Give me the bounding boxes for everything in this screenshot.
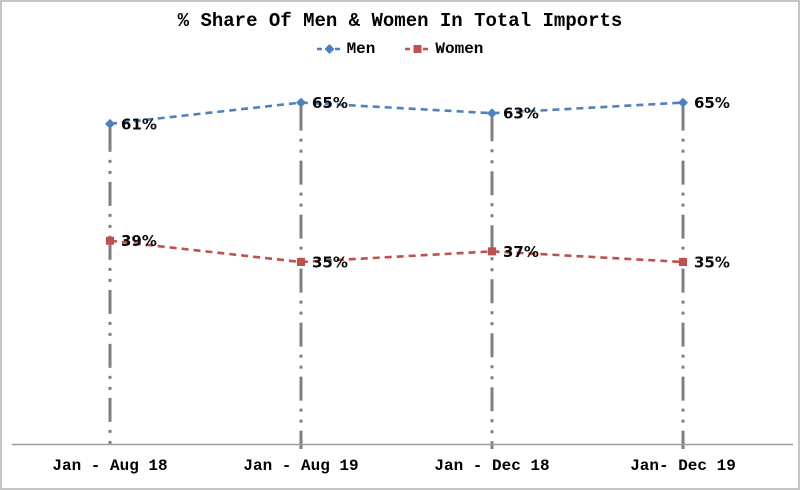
women-legend-marker	[413, 45, 422, 53]
men-marker	[487, 108, 497, 119]
women-marker	[679, 258, 687, 266]
men-line	[109, 101, 684, 126]
x-axis-label: Jan - Dec 18	[434, 457, 550, 475]
women-marker	[488, 247, 496, 256]
men-data-label: 65%	[694, 94, 730, 112]
women-marker	[106, 236, 114, 245]
chart-title: % Share Of Men & Women In Total Imports	[177, 10, 623, 32]
legend: Men Women	[2, 41, 798, 57]
men-marker	[678, 97, 688, 108]
legend-label-women: Women	[435, 40, 484, 58]
women-line	[109, 239, 684, 264]
men-data-label: 63%	[503, 105, 539, 123]
men-marker	[105, 118, 115, 129]
women-data-label: 39%	[121, 232, 157, 250]
legend-label-men: Men	[346, 40, 376, 58]
women-data-label: 37%	[503, 243, 539, 261]
women-marker	[297, 258, 305, 266]
women-dashed-square-icon	[405, 45, 431, 53]
men-legend-marker	[324, 44, 335, 54]
women-data-label: 35%	[312, 254, 348, 272]
men-dashed-diamond-icon	[316, 44, 342, 54]
legend-item-men: Men	[316, 40, 376, 58]
x-axis-label: Jan- Dec 19	[630, 457, 736, 475]
men-data-label: 61%	[121, 115, 157, 133]
women-data-label: 35%	[694, 254, 730, 272]
men-data-label: 65%	[312, 94, 348, 112]
men-marker	[296, 97, 306, 108]
legend-item-women: Women	[405, 41, 483, 57]
x-axis-label: Jan - Aug 18	[52, 457, 168, 475]
x-axis-label: Jan - Aug 19	[243, 457, 359, 475]
